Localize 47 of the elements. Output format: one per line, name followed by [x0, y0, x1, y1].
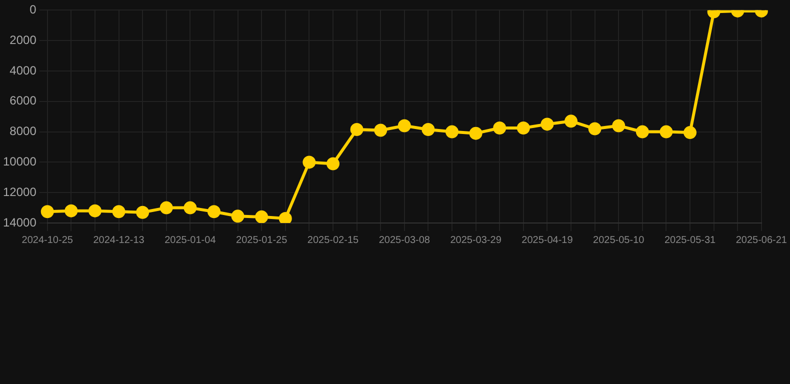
x-tick-label: 2025-01-04: [164, 234, 216, 246]
x-tick-label: 2025-05-10: [593, 234, 645, 246]
y-tick-label: 2000: [10, 32, 37, 47]
point: [540, 118, 554, 131]
point: [588, 122, 602, 136]
point: [660, 125, 673, 138]
point: [493, 122, 506, 134]
point: [207, 205, 220, 218]
point: [684, 126, 697, 140]
point: [231, 210, 244, 223]
point: [255, 210, 268, 223]
point: [446, 125, 458, 138]
x-tick-label: 2025-03-08: [378, 234, 430, 246]
y-tick-label: 8000: [10, 124, 37, 138]
x-tick-label: 2025-06-21: [736, 234, 788, 246]
point: [398, 119, 411, 132]
y-tick-label: 12000: [2, 184, 37, 199]
point: [422, 123, 435, 136]
point: [184, 201, 197, 214]
point: [278, 212, 292, 223]
point: [88, 204, 102, 218]
point: [160, 201, 173, 214]
point: [112, 205, 126, 218]
x-tick-label: 2024-12-13: [93, 234, 145, 246]
point: [564, 114, 578, 128]
point: [64, 204, 78, 218]
point: [469, 126, 482, 140]
y-tick-label: 6000: [10, 94, 37, 108]
y-tick-label: 4000: [10, 63, 37, 78]
point: [40, 205, 54, 218]
x-tick-label: 2025-01-25: [236, 234, 288, 246]
x-tick-label: 2025-02-15: [307, 234, 360, 246]
point: [350, 123, 364, 136]
x-tick-label: 2025-04-19: [522, 234, 574, 246]
point: [636, 125, 649, 138]
x-tick-label: 2025-05-31: [664, 234, 716, 246]
point: [326, 157, 340, 170]
point: [302, 156, 316, 169]
point: [516, 122, 530, 134]
y-tick-label: 10000: [2, 154, 37, 169]
point: [612, 119, 626, 132]
y-tick-label: 14000: [2, 215, 37, 230]
y-tick-label: 0: [30, 2, 37, 17]
point: [136, 206, 150, 219]
x-tick-label: 2025-03-29: [450, 234, 502, 246]
point: [374, 124, 388, 137]
x-tick-label: 2024-10-25: [22, 234, 74, 246]
